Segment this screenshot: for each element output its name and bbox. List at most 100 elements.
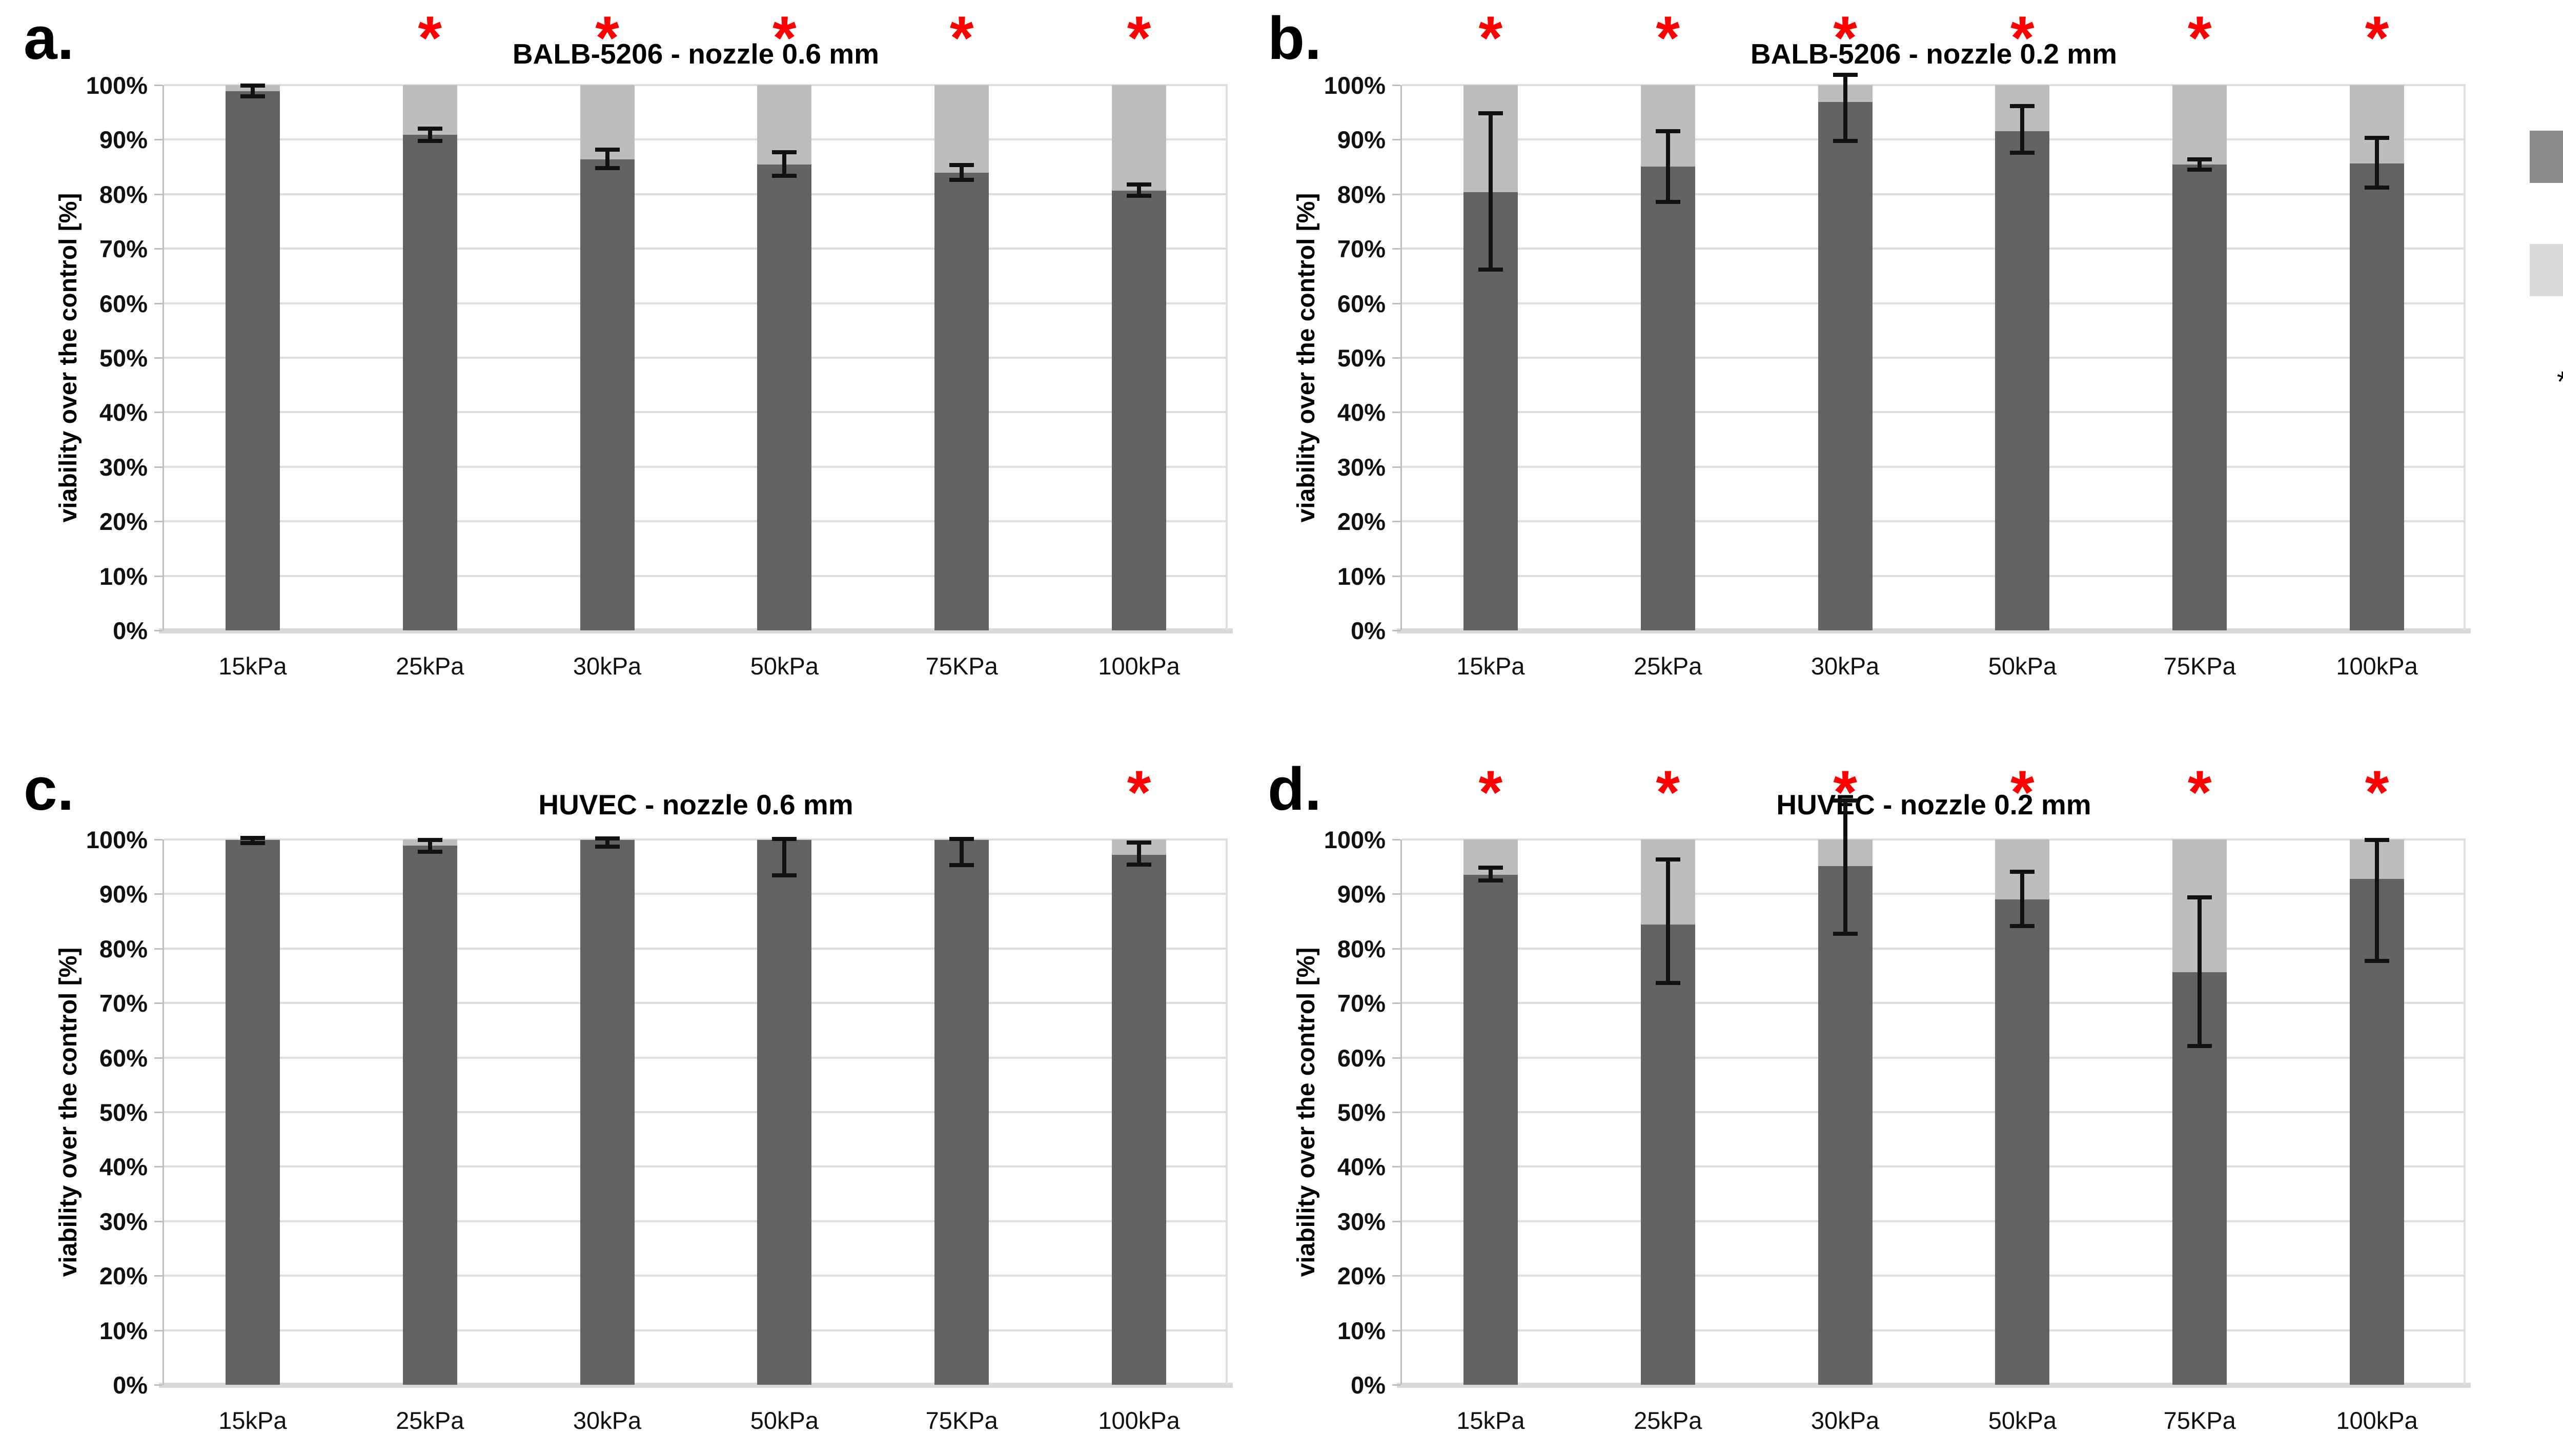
gridline (164, 575, 1228, 577)
significance-asterisk: * (772, 4, 797, 72)
error-bar-bottom-cap (1127, 193, 1152, 198)
bar-live-segment (757, 840, 812, 1385)
y-tick-label: 20% (1337, 508, 1386, 536)
error-bar (250, 86, 255, 97)
x-tick-label: 15kPa (1456, 1407, 1525, 1434)
bar-live-segment (1818, 101, 1873, 630)
significance-asterisk: * (595, 4, 619, 72)
gridline (164, 302, 1228, 304)
gridline (1402, 947, 2466, 950)
legend: Live cells Dead cells * p<0.05 vs. contr… (2512, 0, 2563, 717)
y-axis-tick (154, 839, 162, 840)
error-bar-bottom-cap (1655, 199, 1680, 204)
y-tick-label: 30% (99, 453, 148, 481)
error-bar-bottom-cap (1655, 980, 1680, 985)
x-tick-label: 100kPa (2336, 1407, 2418, 1434)
panel-d-letter: d. (1268, 755, 1321, 823)
gridline (1402, 302, 2466, 304)
bar-dead-segment (2172, 85, 2227, 165)
bar-live-segment (2172, 165, 2227, 630)
y-axis-line (1400, 839, 1402, 1385)
significance-asterisk: * (2365, 4, 2389, 72)
gridline (164, 1220, 1228, 1222)
x-tick-label: 25kPa (1634, 652, 1702, 680)
x-tick-label: 15kPa (218, 652, 287, 680)
y-tick-label: 20% (99, 1262, 148, 1290)
panel-b-plot-area: 100% 90% 80% 70% 60% 50% 40% 30% 20% 10% 0% * 15kPa *… (1324, 7, 2471, 680)
y-axis-tick (154, 575, 162, 577)
gridline (1402, 1165, 2466, 1168)
plot-right-border (1226, 85, 1228, 630)
error-bar-top-cap (1478, 111, 1503, 116)
y-tick-label: 90% (1337, 880, 1386, 908)
y-tick-label: 100% (86, 72, 148, 99)
live-cells-swatch (2530, 131, 2563, 183)
x-tick-label: 75KPa (925, 652, 998, 680)
error-bar (428, 840, 432, 852)
significance-asterisk: * (418, 4, 442, 72)
error-bar-bottom-cap (1478, 878, 1503, 883)
y-axis-tick (154, 630, 162, 631)
panel-d: d. HUVEC - nozzle 0.2 mm viability over … (1264, 755, 2499, 1456)
y-axis-tick (1392, 893, 1400, 895)
y-axis-tick (154, 948, 162, 950)
plot-right-border (2464, 839, 2466, 1385)
error-bar (960, 165, 964, 180)
error-bar-top-cap (2187, 157, 2212, 161)
x-tick-label: 30kPa (1811, 1407, 1880, 1434)
gridline (1402, 248, 2466, 250)
panel-a-plot-area: 100% 90% 80% 70% 60% 50% 40% 30% 20% 10% 0% 15kPa * 2… (86, 7, 1233, 680)
y-axis-tick (1392, 357, 1400, 359)
significance-asterisk: * (2010, 758, 2035, 827)
error-bar (782, 838, 787, 876)
y-tick-label: 10% (99, 562, 148, 590)
panel-b-title: BALB-5206 - nozzle 0.2 mm (1750, 38, 2118, 70)
error-bar-bottom-cap (1127, 862, 1152, 867)
error-bar-bottom-cap (417, 138, 442, 143)
gridline (1402, 193, 2466, 195)
y-tick-label: 30% (99, 1207, 148, 1235)
panel-a-title: BALB-5206 - nozzle 0.6 mm (512, 38, 880, 70)
error-bar-top-cap (2365, 136, 2390, 140)
y-axis-line (162, 85, 164, 630)
bar-dead-segment (402, 85, 457, 135)
error-bar (428, 129, 432, 141)
bar-dead-segment (580, 85, 635, 159)
significance-asterisk: * (2187, 4, 2212, 72)
panel-b: b. BALB-5206 - nozzle 0.2 mm viability o… (1264, 5, 2499, 730)
error-bar (250, 837, 255, 844)
panel-d-title: HUVEC - nozzle 0.2 mm (1776, 789, 2091, 821)
panel-b-letter: b. (1268, 5, 1321, 72)
y-axis-tick (1392, 248, 1400, 250)
gridline (164, 193, 1228, 195)
error-bar-top-cap (1478, 866, 1503, 870)
y-axis-tick (154, 1057, 162, 1059)
significance-asterisk: * (1127, 758, 1151, 827)
panel-c-letter: c. (24, 755, 74, 823)
y-axis-tick (154, 248, 162, 250)
y-axis-tick (1392, 1166, 1400, 1168)
y-axis-tick (154, 1329, 162, 1331)
significance-asterisk: * (1656, 758, 1680, 827)
gridline (164, 1275, 1228, 1277)
y-axis-tick (1392, 948, 1400, 950)
x-tick-label: 100kPa (1098, 652, 1180, 680)
y-axis-tick (1392, 466, 1400, 468)
bar-live-segment (934, 840, 989, 1385)
x-tick-label: 25kPa (396, 652, 464, 680)
x-tick-label: 50kPa (1988, 652, 2057, 680)
y-axis-tick (154, 521, 162, 523)
y-axis-tick (1392, 521, 1400, 523)
error-bar (782, 152, 787, 176)
significance-asterisk: * (2010, 4, 2035, 72)
y-axis-tick (154, 466, 162, 468)
y-tick-label: 20% (1337, 1262, 1386, 1290)
gridline (164, 1165, 1228, 1168)
gridline (1402, 138, 2466, 141)
x-axis-baseline (159, 1383, 1233, 1388)
gridline (164, 1002, 1228, 1004)
x-tick-label: 75KPa (2163, 652, 2236, 680)
y-axis-tick (154, 357, 162, 359)
error-bar (1137, 184, 1142, 196)
y-axis-tick (154, 1384, 162, 1386)
